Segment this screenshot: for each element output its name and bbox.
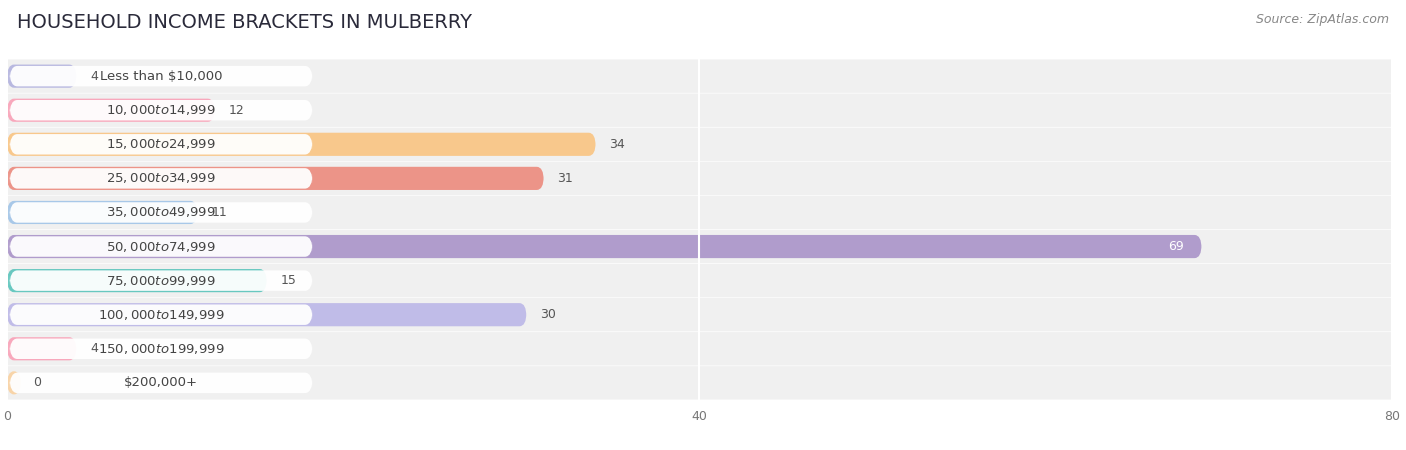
Text: $150,000 to $199,999: $150,000 to $199,999: [98, 342, 225, 356]
Text: Source: ZipAtlas.com: Source: ZipAtlas.com: [1256, 14, 1389, 27]
FancyBboxPatch shape: [7, 366, 1392, 400]
Text: 34: 34: [609, 138, 626, 151]
FancyBboxPatch shape: [7, 196, 1392, 229]
FancyBboxPatch shape: [7, 235, 1202, 258]
FancyBboxPatch shape: [7, 99, 215, 122]
FancyBboxPatch shape: [7, 230, 1392, 263]
Text: $35,000 to $49,999: $35,000 to $49,999: [107, 206, 217, 220]
FancyBboxPatch shape: [7, 298, 1392, 331]
FancyBboxPatch shape: [7, 337, 76, 360]
FancyBboxPatch shape: [10, 134, 312, 154]
FancyBboxPatch shape: [7, 64, 76, 88]
FancyBboxPatch shape: [10, 338, 312, 359]
FancyBboxPatch shape: [7, 162, 1392, 195]
Text: $15,000 to $24,999: $15,000 to $24,999: [107, 137, 217, 151]
FancyBboxPatch shape: [10, 66, 312, 86]
FancyBboxPatch shape: [10, 236, 312, 257]
Text: 31: 31: [558, 172, 574, 185]
FancyBboxPatch shape: [7, 167, 544, 190]
Text: 0: 0: [32, 376, 41, 389]
FancyBboxPatch shape: [10, 100, 312, 121]
Text: 69: 69: [1168, 240, 1184, 253]
FancyBboxPatch shape: [7, 128, 1392, 161]
FancyBboxPatch shape: [10, 373, 312, 393]
FancyBboxPatch shape: [7, 59, 1392, 93]
Text: 11: 11: [211, 206, 226, 219]
Text: $200,000+: $200,000+: [124, 376, 198, 389]
FancyBboxPatch shape: [7, 332, 1392, 365]
FancyBboxPatch shape: [10, 305, 312, 325]
Text: 12: 12: [229, 104, 245, 117]
Text: $25,000 to $34,999: $25,000 to $34,999: [107, 171, 217, 185]
Text: 4: 4: [90, 70, 98, 83]
FancyBboxPatch shape: [7, 201, 197, 224]
FancyBboxPatch shape: [7, 94, 1392, 127]
Text: HOUSEHOLD INCOME BRACKETS IN MULBERRY: HOUSEHOLD INCOME BRACKETS IN MULBERRY: [17, 14, 472, 32]
FancyBboxPatch shape: [10, 168, 312, 189]
FancyBboxPatch shape: [10, 270, 312, 291]
Text: $75,000 to $99,999: $75,000 to $99,999: [107, 274, 217, 288]
Text: $100,000 to $149,999: $100,000 to $149,999: [98, 308, 225, 322]
FancyBboxPatch shape: [7, 133, 596, 156]
Text: $10,000 to $14,999: $10,000 to $14,999: [107, 103, 217, 117]
FancyBboxPatch shape: [7, 264, 1392, 297]
Text: 30: 30: [540, 308, 557, 321]
Text: 4: 4: [90, 342, 98, 355]
Text: $50,000 to $74,999: $50,000 to $74,999: [107, 239, 217, 253]
Text: Less than $10,000: Less than $10,000: [100, 70, 222, 83]
Text: 15: 15: [281, 274, 297, 287]
FancyBboxPatch shape: [7, 303, 526, 326]
FancyBboxPatch shape: [7, 269, 267, 292]
FancyBboxPatch shape: [10, 202, 312, 223]
FancyBboxPatch shape: [7, 371, 21, 395]
